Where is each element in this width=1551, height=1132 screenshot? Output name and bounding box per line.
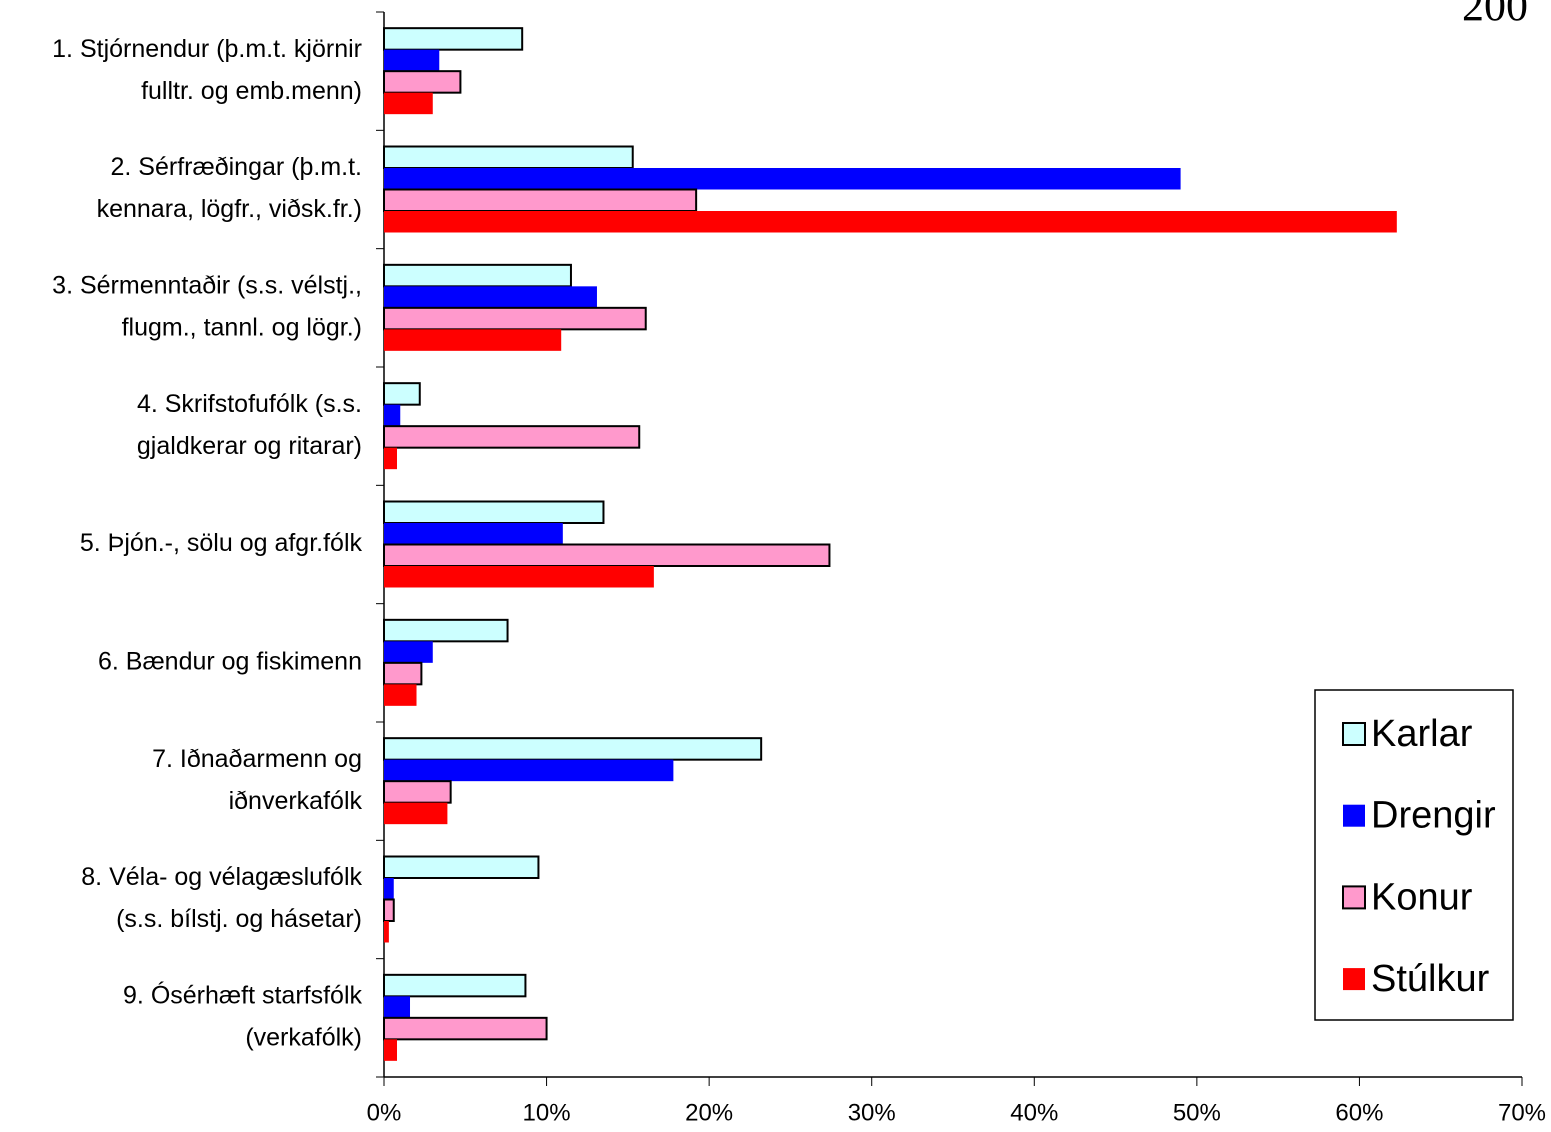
bar bbox=[383, 855, 540, 879]
bar bbox=[384, 1039, 398, 1061]
legend-label: Stúlkur bbox=[1371, 958, 1490, 1000]
legend-swatch bbox=[1343, 968, 1365, 991]
x-tick-label: 40% bbox=[1010, 1099, 1058, 1126]
legend-swatch bbox=[1342, 722, 1366, 746]
y-tick-label: 7. Iðnaðarmenn og bbox=[152, 745, 362, 773]
bar bbox=[383, 27, 524, 51]
bar bbox=[384, 286, 597, 308]
y-tick-label: 3. Sérmenntaðir (s.s. vélstj., bbox=[52, 271, 362, 299]
y-tick-label: (verkafólk) bbox=[245, 1023, 362, 1051]
bar bbox=[384, 996, 411, 1018]
bar bbox=[383, 188, 698, 212]
bar bbox=[384, 329, 562, 351]
x-tick-label: 20% bbox=[685, 1099, 733, 1126]
legend-label: Karlar bbox=[1371, 713, 1473, 755]
x-tick-label: 10% bbox=[523, 1099, 571, 1126]
legend-label: Drengir bbox=[1371, 795, 1496, 837]
bar bbox=[384, 878, 394, 900]
bar bbox=[384, 211, 1397, 233]
bar bbox=[383, 382, 421, 406]
bar bbox=[384, 168, 1181, 190]
bar bbox=[383, 263, 572, 288]
bar bbox=[384, 404, 401, 427]
x-tick-label: 0% bbox=[367, 1099, 402, 1126]
y-tick-label: flugm., tannl. og lögr.) bbox=[122, 313, 362, 341]
legend-swatch bbox=[1342, 885, 1366, 910]
legend-label: Konur bbox=[1371, 876, 1473, 918]
y-tick-label: fulltr. og emb.menn) bbox=[141, 77, 362, 105]
y-tick-label: 6. Bændur og fiskimenn bbox=[98, 647, 362, 675]
bar bbox=[384, 447, 398, 470]
bar bbox=[383, 973, 527, 998]
bar bbox=[383, 780, 452, 804]
y-tick-label: gjaldkerar og ritarar) bbox=[137, 432, 362, 460]
y-tick-label: kennara, lögfr., viðsk.fr.) bbox=[97, 195, 362, 223]
bar bbox=[383, 661, 423, 686]
bar bbox=[383, 737, 763, 761]
bar bbox=[383, 898, 395, 922]
bar bbox=[383, 145, 634, 169]
bar bbox=[384, 566, 654, 588]
y-tick-label: 4. Skrifstofufólk (s.s. bbox=[137, 390, 362, 418]
y-tick-label: 8. Véla- og vélagæslufólk bbox=[81, 863, 362, 891]
corner-text: 200 bbox=[1462, 0, 1528, 30]
y-tick-label: 1. Stjórnendur (þ.m.t. kjörnir bbox=[52, 35, 362, 63]
bar bbox=[383, 425, 641, 449]
y-tick-label: (s.s. bílstj. og hásetar) bbox=[116, 905, 362, 933]
bar bbox=[384, 759, 674, 782]
bar bbox=[383, 1016, 548, 1041]
bar bbox=[384, 802, 448, 825]
bar bbox=[384, 641, 433, 663]
bar bbox=[384, 92, 433, 115]
bar bbox=[383, 618, 509, 643]
y-tick-label: iðnverkafólk bbox=[229, 787, 363, 815]
y-tick-label: 5. Þjón.-, sölu og afgr.fólk bbox=[80, 529, 363, 557]
bar bbox=[384, 523, 563, 545]
x-tick-label: 60% bbox=[1335, 1099, 1383, 1126]
bar bbox=[383, 306, 647, 331]
bar bbox=[383, 70, 462, 94]
x-tick-label: 70% bbox=[1498, 1099, 1546, 1126]
y-tick-label: 2. Sérfræðingar (þ.m.t. bbox=[111, 153, 362, 181]
bar bbox=[384, 49, 440, 72]
bar bbox=[384, 921, 389, 943]
bar bbox=[383, 543, 831, 567]
bar bbox=[384, 684, 417, 706]
bar bbox=[383, 500, 605, 524]
y-tick-label: 9. Ósérhæft starfsfólk bbox=[123, 980, 362, 1009]
legend-swatch bbox=[1343, 804, 1365, 827]
x-tick-label: 30% bbox=[848, 1099, 896, 1126]
x-tick-label: 50% bbox=[1173, 1099, 1221, 1126]
